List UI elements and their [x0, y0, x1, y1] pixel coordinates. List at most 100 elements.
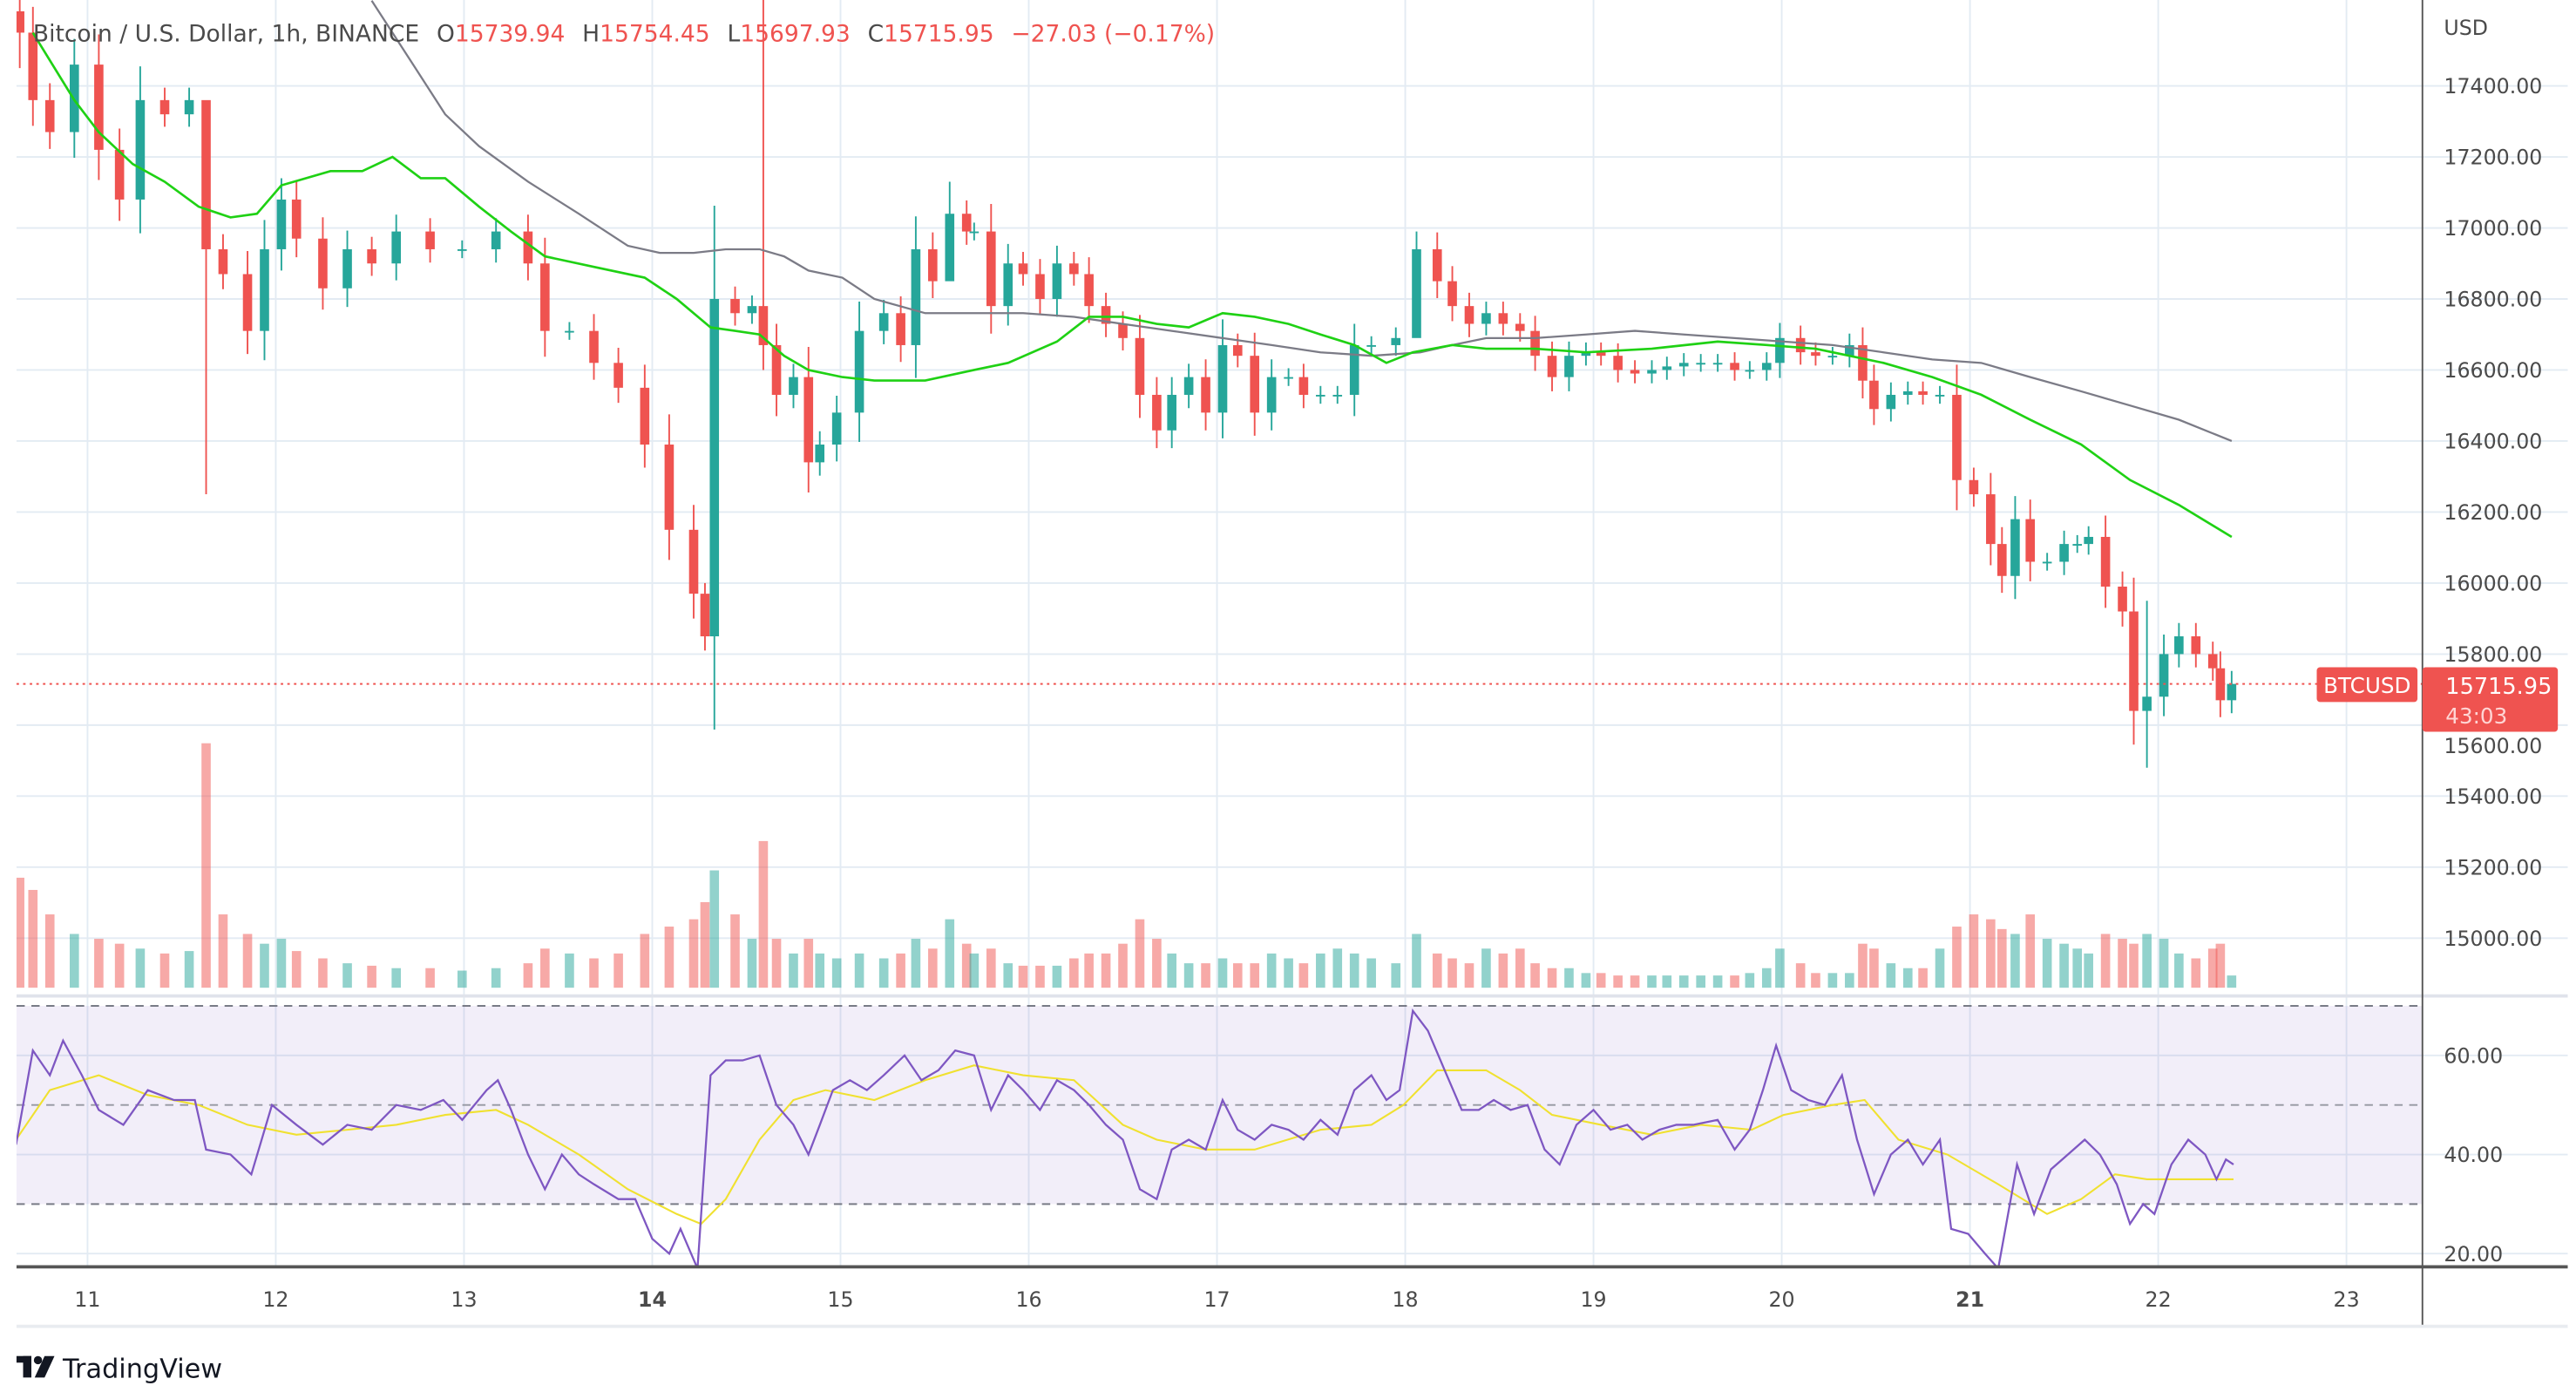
volume-bar	[709, 870, 720, 988]
candle-down	[1298, 377, 1309, 395]
candle-down	[803, 377, 814, 463]
volume-bar	[815, 953, 825, 988]
volume-bar	[1515, 948, 1525, 988]
time-tick-label: 17	[1203, 1287, 1230, 1312]
candle-up	[276, 199, 287, 249]
candle-down	[1858, 344, 1868, 381]
candle-up	[1391, 337, 1401, 345]
candle-up	[260, 248, 269, 331]
volume-bar	[1391, 963, 1401, 988]
volume-bar	[1630, 975, 1640, 988]
candle-up	[1647, 370, 1657, 374]
volume-bar	[758, 840, 769, 988]
volume-bar	[1696, 975, 1705, 988]
candle-down	[425, 231, 435, 249]
candle-down	[1811, 352, 1820, 357]
high-value: 15754.45	[600, 20, 710, 47]
candle-down	[700, 594, 710, 637]
candle-up	[1827, 356, 1838, 358]
volume-bar	[2207, 948, 2218, 988]
candle-up	[2159, 654, 2169, 697]
candle-up	[1332, 394, 1343, 397]
price-tick-label: 15000.00	[2444, 927, 2542, 951]
candle-down	[94, 65, 104, 150]
volume-bar	[771, 939, 782, 988]
close-value: 15715.95	[884, 20, 994, 47]
volume-bar	[1745, 973, 1755, 988]
candle-down	[1035, 274, 1045, 299]
candle-down	[1918, 390, 1928, 395]
candle-up	[1366, 344, 1376, 347]
time-tick-label: 12	[262, 1287, 288, 1312]
volume-bar	[342, 963, 352, 988]
candle-up	[854, 330, 864, 413]
volume-bar	[1918, 968, 1928, 988]
candle-down	[523, 231, 533, 264]
candle-down	[242, 274, 253, 331]
candle-down	[1613, 356, 1623, 370]
volume-bar	[1712, 975, 1723, 988]
candle-up	[1745, 370, 1755, 372]
candle-up	[2227, 683, 2237, 701]
candle-down	[540, 263, 550, 331]
tradingview-logo-icon	[16, 1355, 55, 1378]
volume-bar	[1795, 963, 1806, 988]
candle-up	[878, 313, 889, 331]
volume-bars	[16, 743, 2237, 988]
volume-bar	[1986, 919, 1996, 988]
candle-down	[1101, 306, 1111, 324]
volume-bar	[1332, 948, 1343, 988]
candle-down	[664, 445, 675, 530]
candle-down	[640, 387, 650, 445]
candle-up	[2084, 536, 2093, 545]
volume-bar	[94, 939, 104, 988]
time-axis[interactable]: 11 12 13 14 15 16 17 18 19 20 21 22 23	[74, 1287, 2359, 1312]
high-label: H	[582, 20, 600, 47]
volume-bar	[2059, 943, 2069, 988]
candle-down	[1986, 494, 1996, 545]
volume-bar	[1266, 953, 1277, 988]
countdown-text: 43:03	[2445, 703, 2507, 729]
open-label: O	[437, 20, 455, 47]
candle-up	[815, 445, 825, 463]
candle-up	[2142, 696, 2152, 711]
volume-bar	[969, 953, 980, 988]
volume-bar	[2227, 975, 2237, 988]
volume-bar	[16, 877, 24, 988]
volume-bar	[1167, 953, 1176, 988]
tradingview-logo[interactable]: TradingView	[16, 1354, 222, 1384]
volume-bar	[70, 934, 79, 988]
rsi-axis[interactable]: 60.00 40.00 20.00	[2444, 1043, 2503, 1266]
candle-down	[2207, 654, 2218, 669]
volume-bar	[391, 968, 401, 988]
volume-bar	[1775, 948, 1785, 988]
volume-bar	[242, 934, 253, 988]
rsi-band-fill	[16, 1005, 2423, 1205]
price-axis[interactable]: 17400.00 17200.00 17000.00 16800.00 16600.00…	[2444, 74, 2542, 951]
tradingview-logo-text: TradingView	[62, 1354, 222, 1384]
volume-bar	[589, 958, 599, 988]
low-value: 15697.93	[740, 20, 851, 47]
volume-bar	[1298, 963, 1309, 988]
volume-bar	[1035, 965, 1045, 988]
volume-bar	[1581, 973, 1591, 988]
candle-down	[688, 529, 699, 594]
volume-bar	[747, 939, 757, 988]
volume-bar	[1811, 973, 1820, 988]
time-tick-label: 13	[451, 1287, 477, 1312]
candle-up	[1712, 363, 1723, 365]
currency-label: USD	[2444, 16, 2488, 40]
chart-legend: Bitcoin / U.S. Dollar, 1h, BINANCE O1573…	[33, 20, 1215, 47]
volume-bar	[1069, 958, 1079, 988]
candle-down	[291, 199, 302, 239]
candle-up	[1678, 363, 1689, 367]
volume-bar	[700, 902, 710, 988]
symbol-tag-text: BTCUSD	[2323, 673, 2410, 698]
time-tick-label: 11	[74, 1287, 100, 1312]
volume-bar	[1284, 958, 1293, 988]
candle-up	[1696, 363, 1705, 365]
candle-down	[730, 298, 740, 314]
volume-bar	[1596, 973, 1606, 988]
volume-bar	[1349, 953, 1359, 988]
